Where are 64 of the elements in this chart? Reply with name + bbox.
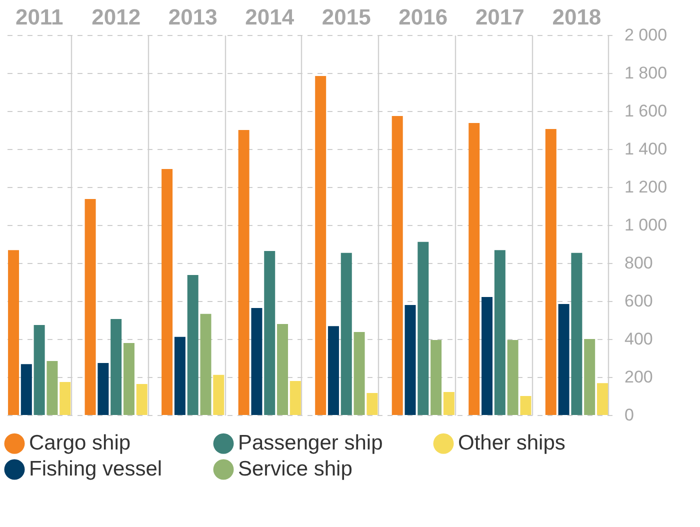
y-tick-label: 200 [624,368,653,386]
bar [98,362,109,415]
bar [20,364,32,415]
bar [571,252,582,415]
bar [494,250,506,415]
x-tick-label: 2013 [168,4,218,30]
bar [520,396,532,415]
bar [418,242,429,415]
y-tick-label: 1 000 [624,216,668,234]
bar [187,274,198,415]
bar [482,297,493,415]
bar [392,116,403,415]
bar [34,324,45,415]
x-tick-label: 2016 [398,4,448,30]
x-tick-label: 2014 [245,4,295,30]
bar [162,168,173,415]
bar [8,250,20,415]
y-tick-label: 600 [624,292,653,310]
bar [213,374,224,415]
legend-label: Cargo ship [29,432,131,455]
bar [277,324,288,415]
y-tick-label: 0 [624,406,634,424]
bar [443,392,454,415]
x-tick-label: 2015 [322,4,371,30]
bar [60,382,71,415]
bar [174,336,186,415]
y-tick-label: 1 200 [624,178,668,196]
bar [123,342,134,415]
y-tick-label: 1 800 [624,64,668,82]
bar [46,361,58,415]
bar [110,319,122,415]
bar [238,130,250,415]
bar [315,76,326,415]
bar [251,308,262,415]
x-tick-label: 2011 [15,4,64,30]
bar [354,332,365,415]
y-tick-label: 400 [624,330,653,348]
y-tick-label: 1 400 [624,140,668,158]
y-tick-label: 2 000 [624,26,668,44]
bar [200,314,212,415]
bar [328,326,339,415]
legend-label: Fishing vessel [29,458,162,480]
x-tick-label: 2018 [552,4,602,30]
y-tick-label: 800 [624,254,653,272]
legend-label: Other ships [458,432,566,455]
bar [584,339,596,415]
bar [84,198,96,415]
bar [558,304,570,415]
bar [366,392,378,415]
x-tick-label: 2017 [475,4,524,30]
bar [545,129,556,415]
bar [596,383,608,415]
bar [430,340,442,415]
x-tick-label: 2012 [92,4,141,30]
legend-label: Passenger ship [238,432,383,455]
bar [264,251,276,415]
bar [290,380,301,415]
bar [340,252,352,415]
bar [507,340,518,415]
bar [468,122,480,415]
bar [404,304,416,415]
bar [136,384,148,415]
legend-label: Service ship [238,458,352,480]
y-tick-label: 1 600 [624,102,668,120]
